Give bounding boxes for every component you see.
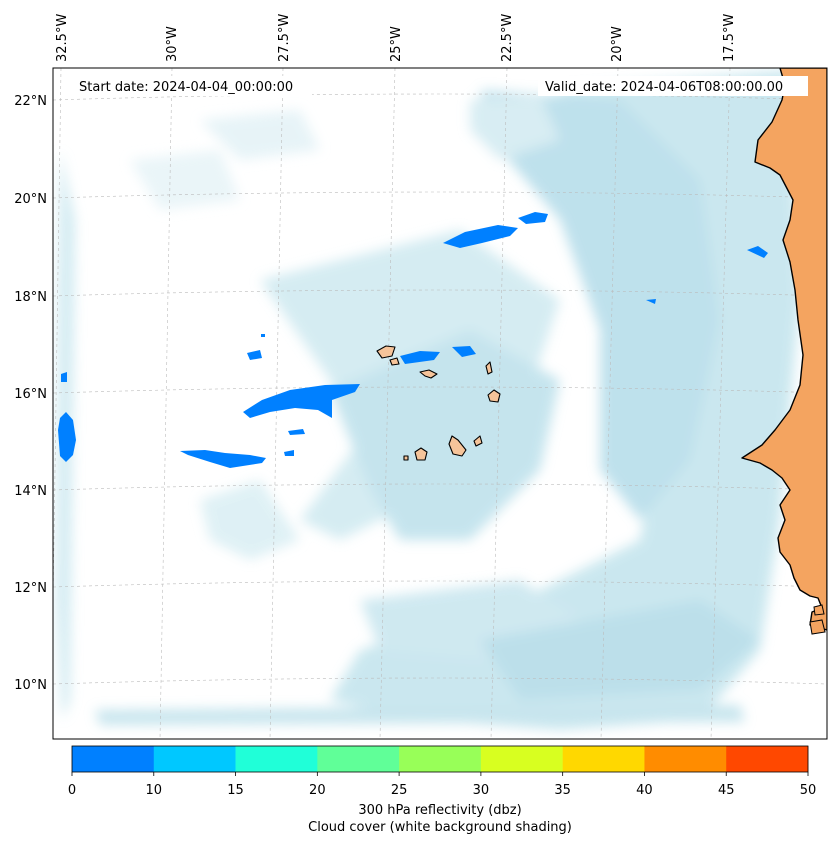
colorbar-segment — [480, 746, 563, 772]
latitude-label: 18°N — [14, 290, 47, 305]
bijagos-islands — [813, 604, 825, 616]
valid-date-label: Valid_date: 2024-04-06T08:00:00.00 — [545, 80, 783, 95]
reflectivity-echoes — [58, 212, 768, 468]
graticule — [53, 68, 827, 739]
longitude-label: 32.5°W — [55, 14, 70, 62]
colorbar-tick-label: 20 — [309, 783, 326, 798]
longitude-label: 27.5°W — [277, 14, 292, 62]
colorbar-segment — [317, 746, 400, 772]
longitude-label: 30°W — [165, 26, 180, 62]
longitude-label: 22.5°W — [500, 14, 515, 62]
colorbar-segment — [153, 746, 236, 772]
colorbar-tick-label: 45 — [718, 783, 735, 798]
map-frame — [52, 67, 828, 740]
colorbar-tick-label: 30 — [473, 783, 490, 798]
colorbar: 0 10 15 20 25 30 35 40 45 50 — [68, 745, 817, 798]
colorbar-segment — [562, 746, 645, 772]
colorbar-tick-label: 50 — [800, 783, 817, 798]
latitude-label: 20°N — [14, 192, 47, 207]
longitude-labels: 32.5°W 30°W 27.5°W 25°W 22.5°W 20°W 17.5°W — [55, 14, 737, 62]
colorbar-frame — [71, 745, 809, 773]
colorbar-segment — [644, 746, 727, 772]
colorbar-tick-label: 15 — [227, 783, 244, 798]
colorbar-sublabel: Cloud cover (white background shading) — [308, 820, 572, 835]
latitude-labels: 22°N 20°N 18°N 16°N 14°N 12°N 10°N — [14, 94, 47, 693]
colorbar-label: 300 hPa reflectivity (dbz) — [358, 803, 521, 818]
valid-date-box — [538, 76, 808, 96]
bijagos-islands — [809, 619, 826, 635]
start-date-label: Start date: 2024-04-04_00:00:00 — [79, 80, 293, 95]
colorbar-segment — [726, 746, 809, 772]
cloud-cover-layer — [56, 70, 800, 730]
colorbar-tick-label: 25 — [391, 783, 408, 798]
colorbar-tick-label: 10 — [146, 783, 163, 798]
african-coast-land — [741, 68, 827, 631]
map-layers — [53, 68, 827, 739]
start-date-box — [72, 76, 312, 96]
colorbar-tick-label: 40 — [636, 783, 653, 798]
colorbar-segment — [235, 746, 318, 772]
latitude-label: 22°N — [14, 94, 47, 109]
longitude-label: 20°W — [610, 26, 625, 62]
colorbar-segment — [72, 746, 155, 772]
longitude-label: 25°W — [389, 26, 404, 62]
latitude-label: 14°N — [14, 484, 47, 499]
cape-verde-islands — [376, 345, 501, 461]
colorbar-tick-label: 35 — [554, 783, 571, 798]
latitude-label: 10°N — [14, 678, 47, 693]
colorbar-tick-label: 0 — [68, 783, 76, 798]
latitude-label: 16°N — [14, 387, 47, 402]
colorbar-segment — [399, 746, 482, 772]
latitude-label: 12°N — [14, 581, 47, 596]
longitude-label: 17.5°W — [722, 14, 737, 62]
